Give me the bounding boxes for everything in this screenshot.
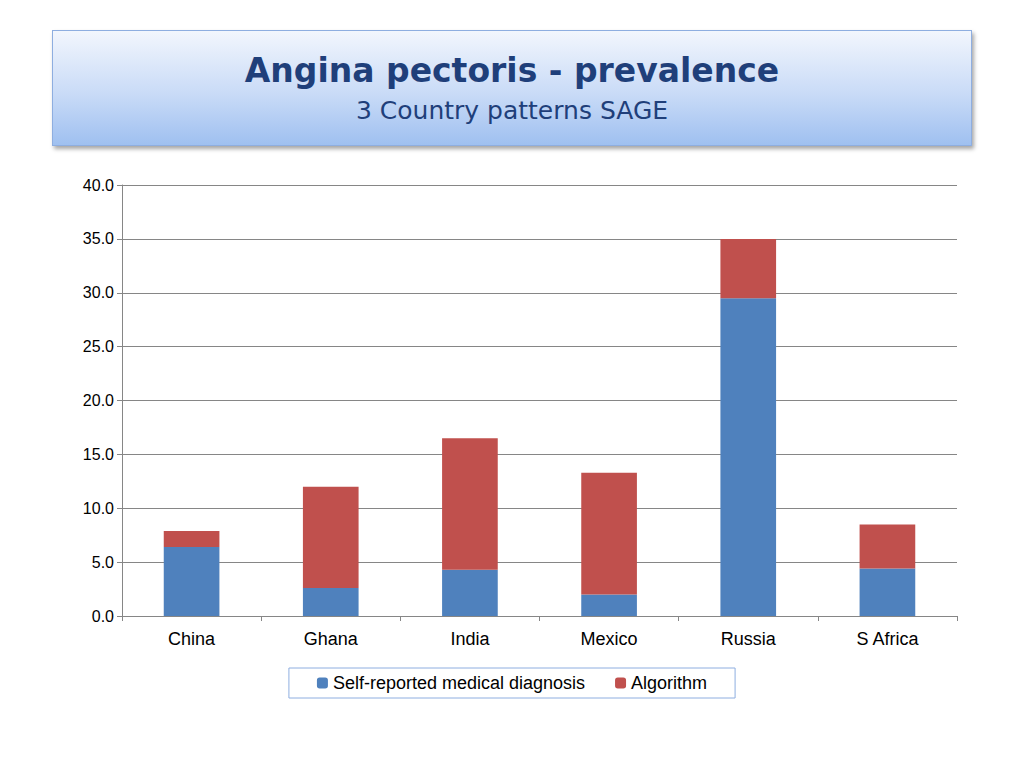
svg-text:10.0: 10.0: [83, 500, 114, 517]
html-text:Angina pectoris - prevalence: Angina pectoris - prevalence: [244, 51, 780, 90]
svg-text:Ghana: Ghana: [304, 629, 359, 649]
svg-text:25.0: 25.0: [83, 338, 114, 355]
svg-text:20.0: 20.0: [83, 392, 114, 409]
svg-text:Algorithm: Algorithm: [631, 673, 707, 693]
svg-text:Self-reported medical diagnosi: Self-reported medical diagnosis: [333, 673, 585, 693]
svg-text:0.0: 0.0: [92, 608, 114, 625]
svg-text:30.0: 30.0: [83, 284, 114, 301]
svg-text:40.0: 40.0: [83, 177, 114, 194]
svg-text:5.0: 5.0: [92, 554, 114, 571]
svg-text:India: India: [450, 629, 490, 649]
svg-text:Mexico: Mexico: [581, 629, 638, 649]
svg-text:35.0: 35.0: [83, 230, 114, 247]
html-text:3 Country patterns SAGE: 3 Country patterns SAGE: [355, 96, 668, 125]
svg-text:S Africa: S Africa: [856, 629, 919, 649]
svg-text:China: China: [168, 629, 216, 649]
svg-text:15.0: 15.0: [83, 446, 114, 463]
svg-text:Russia: Russia: [721, 629, 777, 649]
